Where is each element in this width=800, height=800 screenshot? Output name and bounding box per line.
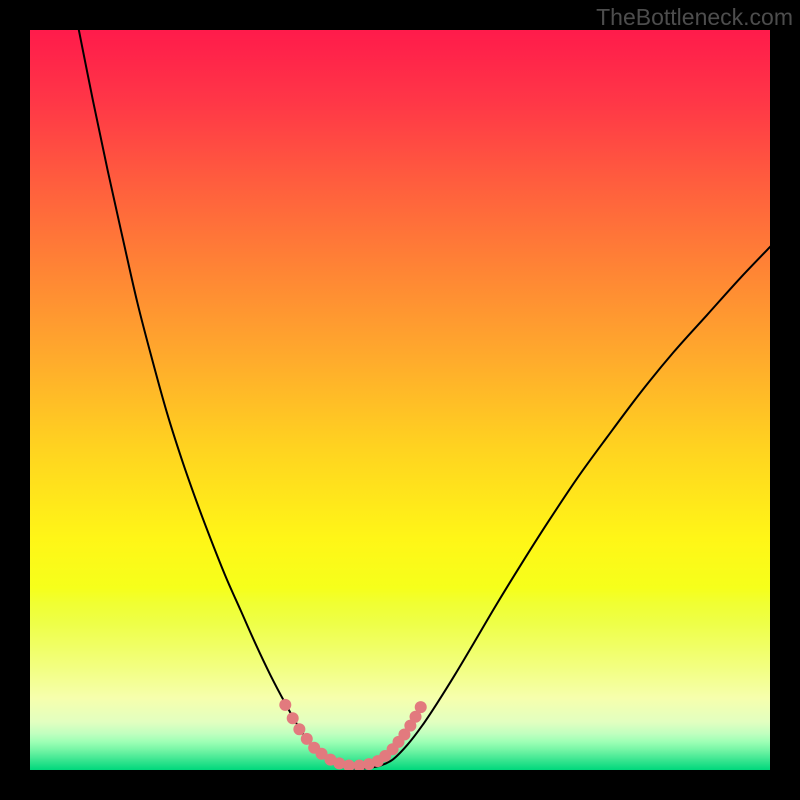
watermark-link: TheBottleneck.com: [596, 4, 793, 31]
gradient-background: [30, 30, 770, 770]
indicator-dot: [293, 723, 305, 735]
bottleneck-chart: [0, 0, 800, 800]
plot-layer: [30, 26, 774, 771]
indicator-dot: [287, 712, 299, 724]
stage: TheBottleneck.com: [0, 0, 800, 800]
indicator-dot: [415, 701, 427, 713]
indicator-dot: [279, 699, 291, 711]
indicator-dot: [343, 760, 355, 772]
